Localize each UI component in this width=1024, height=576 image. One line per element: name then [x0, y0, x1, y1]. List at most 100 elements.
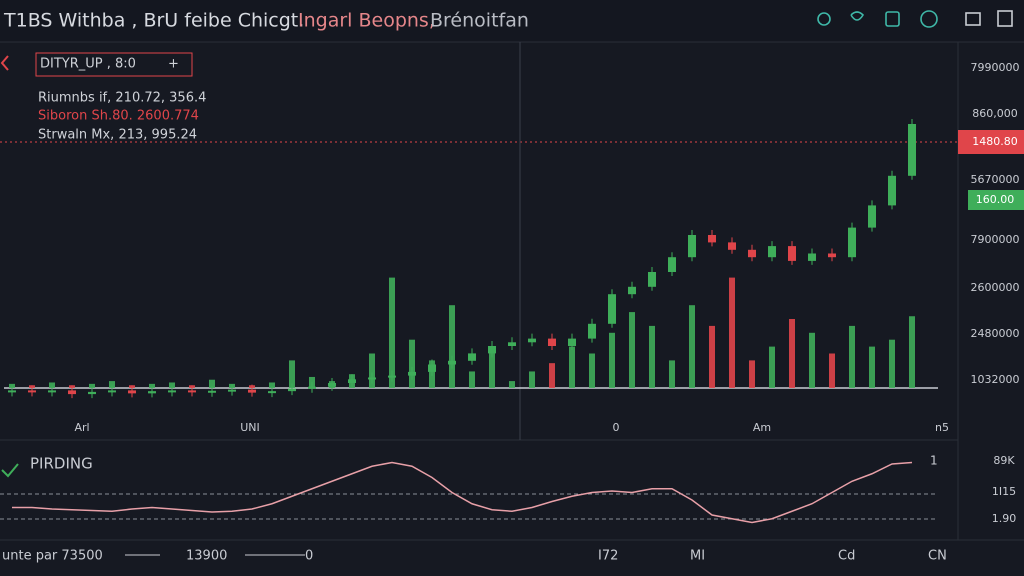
footer-item: 0 — [305, 549, 313, 564]
price-tag — [968, 190, 1024, 210]
candle — [268, 391, 276, 394]
candle — [788, 246, 796, 261]
legend-box[interactable] — [35, 52, 193, 77]
candle — [668, 257, 676, 272]
volume-bar — [469, 371, 475, 388]
title-mid: Ingarl Beopns, — [298, 10, 435, 32]
footer-item: CN — [928, 549, 947, 564]
volume-bar — [269, 382, 275, 388]
candle — [368, 377, 376, 380]
candle — [68, 390, 76, 395]
candle — [568, 338, 576, 346]
volume-bar — [909, 316, 915, 388]
icon[interactable] — [817, 12, 831, 26]
indicator-label: 89K — [993, 454, 1015, 467]
candle — [348, 379, 356, 383]
candle — [48, 390, 56, 393]
candle — [748, 249, 756, 258]
candle — [148, 391, 156, 394]
candle — [88, 391, 96, 395]
footer-item: unte par 73500 — [2, 549, 103, 564]
indicator-label: 1I15 — [992, 485, 1016, 498]
volume-bar — [509, 381, 515, 388]
footer-item: MI — [690, 549, 705, 564]
back-arrow[interactable] — [0, 55, 9, 71]
icon[interactable] — [997, 10, 1013, 27]
candle — [908, 124, 916, 176]
volume-bar — [529, 371, 535, 388]
volume-bar — [549, 363, 555, 388]
candle — [868, 205, 876, 228]
price-label: 860,000 — [972, 107, 1018, 120]
volume-bar — [769, 346, 775, 388]
volume-bar — [829, 353, 835, 388]
candle — [648, 272, 656, 287]
info-line: Strwaln Mx, 213, 995.24 — [38, 128, 197, 143]
icon[interactable] — [920, 10, 938, 28]
candle — [388, 375, 396, 378]
volume-bar — [729, 277, 735, 388]
price-label: 1032000 — [971, 373, 1020, 386]
volume-bar — [109, 381, 115, 388]
volume-bar — [389, 277, 395, 388]
candle — [288, 388, 296, 392]
volume-bar — [209, 379, 215, 388]
volume-bar — [169, 382, 175, 388]
candle — [708, 235, 716, 243]
volume-bar — [749, 360, 755, 388]
info-line: Riumnbs if, 210.72, 356.4 — [38, 91, 206, 106]
volume-bar — [629, 312, 635, 388]
candle — [428, 364, 436, 372]
candle — [228, 389, 236, 392]
footer-item: Cd — [838, 549, 855, 564]
candle — [808, 253, 816, 261]
indicator-title: PIRDING — [30, 455, 93, 473]
indicator-marker: 1 — [930, 454, 938, 468]
price-label: 7900000 — [971, 233, 1020, 246]
candle — [888, 175, 896, 206]
candle — [128, 390, 136, 394]
volume-bar — [409, 339, 415, 388]
price-tag — [958, 130, 1024, 154]
volume-bar — [589, 353, 595, 388]
toolbar-icons[interactable] — [817, 10, 1013, 28]
volume-bar — [149, 383, 155, 388]
x-label: n5 — [935, 421, 949, 434]
candle — [488, 346, 496, 354]
candle — [588, 323, 596, 339]
candle — [768, 246, 776, 258]
volume-bar — [609, 332, 615, 388]
x-label: Arl — [74, 421, 89, 434]
icon[interactable] — [850, 11, 865, 21]
price-label: 5670000 — [971, 173, 1020, 186]
icon[interactable] — [965, 12, 981, 26]
indicator-line — [12, 461, 913, 524]
volume-bar — [289, 360, 295, 388]
title: T1BS Withba , BrU feibe Chicgt. — [3, 10, 304, 32]
candle — [308, 386, 316, 389]
candle — [328, 383, 336, 387]
candle — [188, 390, 196, 393]
candle — [528, 338, 536, 343]
candle — [848, 227, 856, 258]
volume-bar — [789, 319, 795, 388]
candle — [248, 389, 256, 393]
footer-item: 13900 — [186, 549, 227, 564]
volume-bar — [889, 339, 895, 388]
icon[interactable] — [885, 11, 900, 27]
price-label: 160.00 — [976, 193, 1015, 206]
legend-plus[interactable]: + — [168, 57, 179, 72]
price-label: 2480000 — [971, 327, 1020, 340]
volume-bar — [709, 325, 715, 388]
price-label: 2600000 — [971, 281, 1020, 294]
candle — [828, 253, 836, 258]
price-label: 7990000 — [971, 61, 1020, 74]
candle — [508, 342, 516, 346]
volume-bar — [369, 353, 375, 388]
x-label: Am — [753, 421, 771, 434]
volume-bar — [89, 383, 95, 388]
candle — [608, 294, 616, 324]
volume-bar — [649, 325, 655, 388]
candle — [28, 390, 36, 393]
x-label: 0 — [613, 421, 620, 434]
